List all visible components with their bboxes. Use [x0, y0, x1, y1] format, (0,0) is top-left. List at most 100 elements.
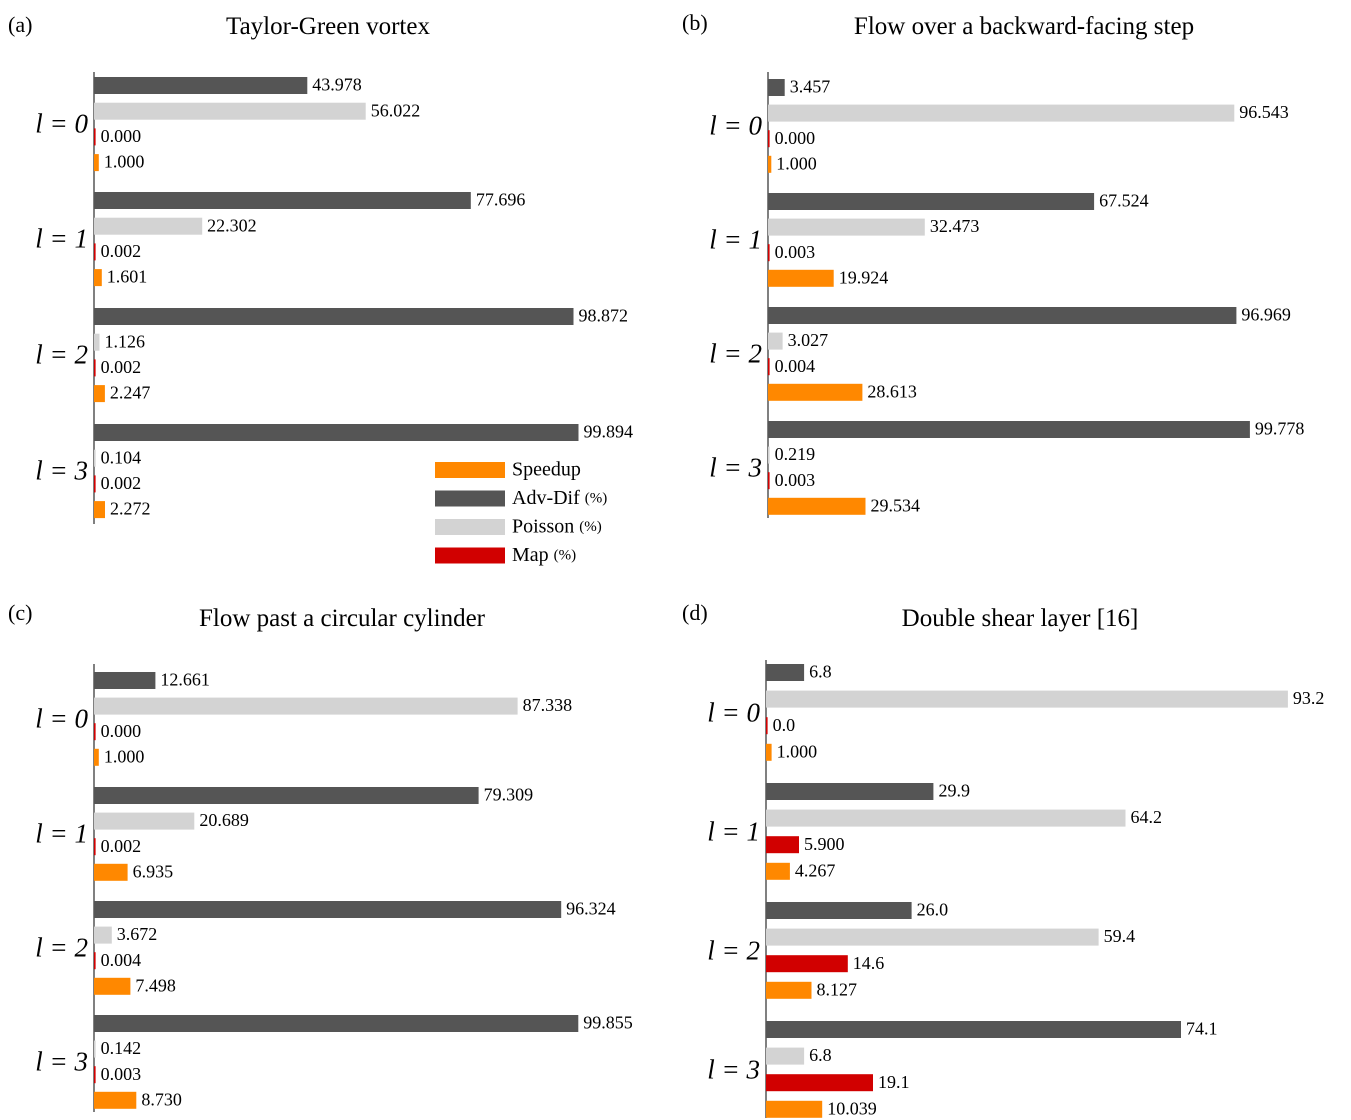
- bar-speedup: [768, 383, 863, 401]
- data-label: 99.855: [583, 1013, 633, 1033]
- category-label: l = 2: [707, 935, 760, 965]
- legend-unit: (%): [579, 519, 602, 535]
- bar-poisson: [768, 446, 770, 464]
- data-label: 3.672: [117, 924, 158, 944]
- bar-speedup: [94, 385, 105, 403]
- bar-speedup: [94, 501, 105, 519]
- data-label: 96.324: [566, 899, 616, 919]
- category-label: l = 0: [35, 109, 88, 139]
- legend-label-poisson: Poisson (%): [512, 516, 602, 538]
- bar-poisson: [766, 690, 1288, 708]
- bar-map: [766, 1074, 873, 1092]
- bar-poisson: [766, 928, 1099, 946]
- category-label: l = 2: [35, 932, 88, 962]
- bar-poisson: [768, 104, 1235, 122]
- legend-unit: (%): [554, 548, 577, 564]
- bar-speedup: [94, 863, 128, 881]
- data-label: 32.473: [930, 216, 980, 236]
- data-label: 0.142: [101, 1038, 142, 1058]
- panel-label: (a): [8, 12, 32, 37]
- bar-map: [94, 952, 96, 970]
- bar-map: [94, 1066, 96, 1084]
- data-label: 0.002: [101, 241, 142, 261]
- legend-label-advdif: Adv-Dif (%): [512, 487, 607, 509]
- category-label: l = 3: [35, 1046, 88, 1076]
- bar-advdif: [766, 1021, 1181, 1038]
- data-label: 12.661: [160, 670, 210, 690]
- data-label: 29.9: [938, 781, 970, 801]
- bar-speedup: [94, 154, 99, 172]
- chart-panel: (d) Double shear layer [16] l = 0 6.8 93.2 0.…: [682, 600, 1324, 1118]
- data-label: 3.027: [788, 330, 829, 350]
- bar-poisson: [94, 926, 112, 944]
- bar-advdif: [94, 787, 479, 804]
- data-label: 1.000: [104, 152, 145, 172]
- data-label: 3.457: [790, 77, 831, 97]
- bar-speedup: [766, 1100, 823, 1118]
- bar-advdif: [94, 192, 471, 209]
- data-label: 64.2: [1131, 807, 1163, 827]
- bar-speedup: [94, 748, 99, 766]
- bar-speedup: [766, 862, 790, 880]
- bar-poisson: [766, 1047, 805, 1065]
- data-label: 0.104: [101, 447, 142, 467]
- chart-panel: (c) Flow past a circular cylinder l = 0 12.…: [8, 600, 633, 1112]
- bar-poisson: [94, 697, 518, 715]
- data-label: 0.0: [773, 715, 796, 735]
- data-label: 19.924: [839, 267, 889, 287]
- data-label: 0.219: [775, 444, 816, 464]
- chart-title: Double shear layer [16]: [902, 605, 1139, 632]
- panel-label: (d): [682, 600, 708, 625]
- bar-speedup: [766, 743, 772, 761]
- data-label: 22.302: [207, 215, 257, 235]
- bar-advdif: [94, 77, 308, 94]
- bar-speedup: [768, 269, 834, 287]
- bar-poisson: [94, 102, 366, 120]
- category-label: l = 1: [35, 818, 88, 848]
- bar-advdif: [766, 902, 912, 919]
- data-label: 10.039: [827, 1098, 877, 1118]
- data-label: 0.002: [101, 473, 142, 493]
- bar-map: [94, 838, 96, 856]
- legend: Speedup Adv-Dif (%) Poisson (%) Map (%): [435, 459, 607, 566]
- data-label: 96.543: [1239, 102, 1289, 122]
- category-label: l = 3: [35, 456, 88, 486]
- data-label: 1.000: [776, 153, 817, 173]
- data-label: 20.689: [199, 810, 249, 830]
- bar-speedup: [766, 981, 812, 999]
- bar-speedup: [94, 1091, 137, 1109]
- data-label: 77.696: [476, 190, 525, 210]
- data-label: 0.000: [101, 721, 142, 741]
- bar-speedup: [94, 269, 102, 287]
- data-label: 0.002: [101, 836, 142, 856]
- category-label: l = 2: [35, 340, 88, 370]
- data-label: 87.338: [523, 695, 573, 715]
- data-label: 29.534: [870, 495, 920, 515]
- data-label: 0.004: [101, 950, 142, 970]
- data-label: 5.900: [804, 834, 845, 854]
- data-label: 8.730: [141, 1089, 182, 1109]
- data-label: 14.6: [853, 953, 885, 973]
- bar-speedup: [94, 977, 131, 995]
- bar-poisson: [768, 218, 925, 236]
- panel-label: (c): [8, 600, 32, 625]
- bar-advdif: [94, 424, 579, 441]
- category-label: l = 1: [709, 224, 762, 254]
- bar-poisson: [94, 217, 203, 235]
- bar-poisson: [766, 809, 1126, 827]
- chart-panel: (b) Flow over a backward-facing step l = 0…: [682, 10, 1304, 518]
- legend-swatch-poisson: [435, 519, 505, 535]
- bar-poisson: [94, 1040, 96, 1058]
- data-label: 26.0: [917, 900, 949, 920]
- data-label: 98.872: [579, 306, 629, 326]
- category-label: l = 0: [35, 703, 88, 733]
- data-label: 99.778: [1255, 419, 1305, 439]
- bar-map: [766, 836, 799, 854]
- bar-map: [94, 359, 96, 377]
- data-label: 0.003: [101, 1064, 142, 1084]
- bar-poisson: [94, 812, 195, 830]
- legend-swatch-map: [435, 547, 505, 564]
- bar-map: [766, 955, 848, 973]
- data-label: 1.601: [107, 267, 148, 287]
- category-label: l = 1: [35, 224, 88, 254]
